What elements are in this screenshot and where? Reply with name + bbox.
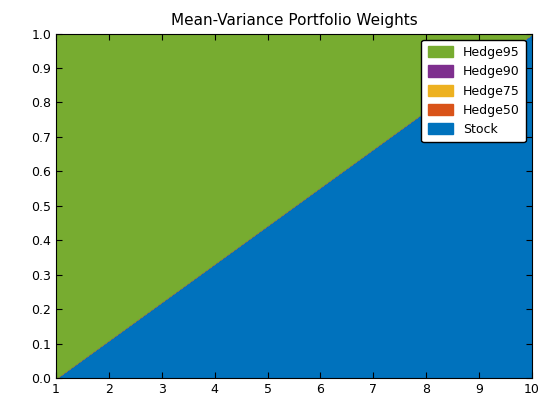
Title: Mean-Variance Portfolio Weights: Mean-Variance Portfolio Weights [171, 13, 417, 28]
Legend: Hedge95, Hedge90, Hedge75, Hedge50, Stock: Hedge95, Hedge90, Hedge75, Hedge50, Stoc… [421, 40, 526, 142]
